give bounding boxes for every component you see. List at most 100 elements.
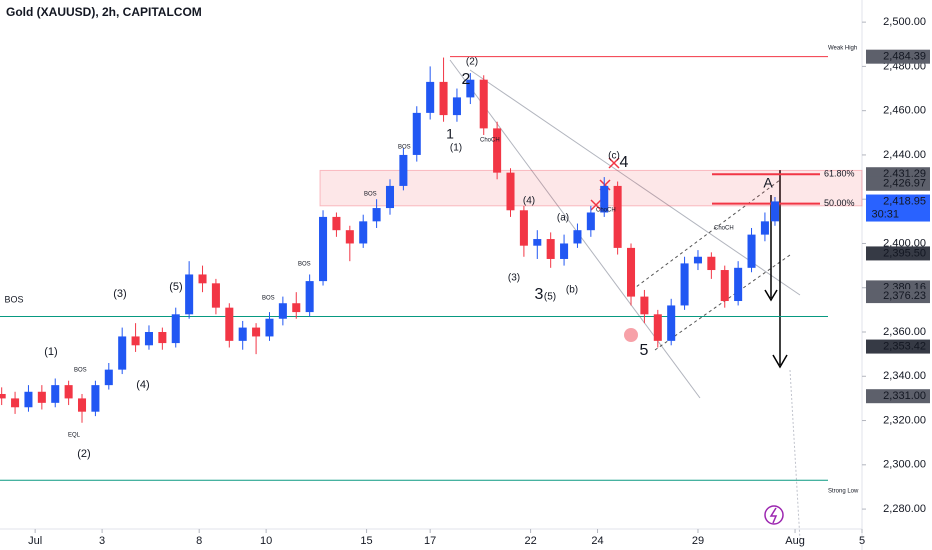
annotation: (5): [544, 292, 556, 303]
annotation: BOS: [298, 262, 311, 268]
annotation: Strong Low: [828, 489, 859, 495]
x-tick-label: 10: [260, 535, 272, 547]
candle-body: [24, 391, 33, 408]
annotation: (a): [557, 213, 569, 224]
annotation: 3: [535, 286, 544, 303]
candle-body: [573, 230, 582, 244]
candle-body: [185, 274, 194, 315]
annotation: (4): [136, 379, 149, 391]
annotation: ChoCH: [596, 208, 616, 214]
candle-body: [680, 263, 689, 306]
marker: [624, 328, 638, 342]
price-tag: [866, 176, 930, 191]
annotation: BOS: [74, 368, 87, 374]
candle-body: [720, 270, 729, 302]
channel-line: [631, 179, 781, 291]
candle-body: [278, 303, 287, 319]
fib-label: 50.00%: [824, 198, 855, 208]
annotation: (4): [523, 196, 535, 207]
candle-body: [385, 185, 395, 209]
candle-body: [252, 327, 261, 337]
annotation: (3): [113, 288, 126, 300]
price-tag: [866, 49, 930, 64]
price-tag-label: 2,418.95: [883, 195, 926, 207]
candle-body: [118, 336, 127, 370]
annotation: (b): [566, 285, 578, 296]
candle-body: [77, 398, 87, 412]
annotation: Weak High: [828, 46, 857, 52]
price-tag-label: 2,426.97: [883, 178, 926, 190]
annotation: ChoCH: [714, 226, 734, 232]
x-tick-label: 3: [99, 535, 105, 547]
annotation: A: [763, 175, 773, 191]
x-tick-label: Aug: [785, 535, 805, 547]
candle-body: [332, 216, 341, 231]
candle-body: [399, 154, 408, 186]
candle-body: [292, 303, 301, 313]
candle-body: [667, 305, 676, 341]
candle-body: [627, 247, 636, 297]
candle-body: [707, 256, 716, 271]
candle-body: [359, 221, 368, 244]
candle-body: [37, 391, 46, 403]
annotation: 5: [640, 342, 649, 359]
candle-body: [305, 281, 314, 313]
candle-body: [171, 314, 180, 344]
price-tag-label: 2,376.23: [883, 290, 926, 302]
annotation: 2: [462, 71, 471, 88]
y-tick-label: 2,360.00: [883, 326, 926, 338]
cross-marks: [590, 157, 620, 211]
candle-body: [506, 172, 515, 211]
price-tag-label: 2,353.42: [883, 340, 926, 352]
candle-body: [493, 128, 502, 173]
icon: [764, 505, 784, 525]
candle-body: [51, 385, 60, 403]
candle-body: [144, 332, 153, 346]
y-tick-label: 2,300.00: [883, 459, 926, 471]
candle-body: [734, 267, 743, 302]
x-tick-label: 5: [859, 535, 865, 547]
countdown: 30:31: [871, 208, 899, 220]
y-tick-label: 2,460.00: [883, 105, 926, 117]
candle-body: [372, 208, 381, 222]
annotation: BOS: [364, 192, 377, 198]
price-tag: [866, 339, 930, 354]
candle-body: [770, 201, 779, 222]
candle-body: [546, 239, 555, 259]
candle-body: [613, 185, 622, 248]
fib-label: 61.80%: [824, 169, 855, 179]
candle-body: [760, 221, 769, 235]
channel-line: [469, 69, 801, 296]
candle-body: [11, 398, 20, 408]
annotation: 4: [620, 154, 629, 171]
candle-body: [0, 393, 6, 399]
candle-body: [198, 274, 207, 284]
annotation: (3): [508, 273, 520, 284]
candle-body: [479, 79, 488, 129]
price-tag: [866, 194, 930, 222]
annotation: 1: [446, 126, 454, 142]
candle-body: [91, 385, 100, 412]
y-tick-label: 2,500.00: [883, 16, 926, 28]
y-tick-label: 2,280.00: [883, 503, 926, 515]
x-tick-label: 22: [524, 535, 536, 547]
chart-title: Gold (XAUUSD), 2h, CAPITALCOM: [6, 5, 202, 19]
candle-body: [412, 112, 421, 155]
x-tick-label: 17: [424, 535, 436, 547]
annotation: (2): [77, 448, 90, 460]
candle-body: [640, 296, 649, 315]
candle-body: [747, 234, 756, 268]
x-tick-label: 15: [360, 535, 372, 547]
candle-body: [158, 332, 167, 344]
candle-body: [466, 79, 475, 98]
candle-body: [345, 230, 354, 244]
annotation: BOS: [4, 294, 23, 304]
candle-body: [238, 327, 247, 341]
annotation: (1): [44, 346, 57, 358]
y-tick-label: 2,440.00: [883, 149, 926, 161]
drawings: [449, 59, 801, 541]
annotation: (2): [466, 57, 478, 68]
icon-bolt: [769, 507, 778, 524]
candle-body: [600, 185, 609, 213]
x-tick-label: 8: [196, 535, 202, 547]
